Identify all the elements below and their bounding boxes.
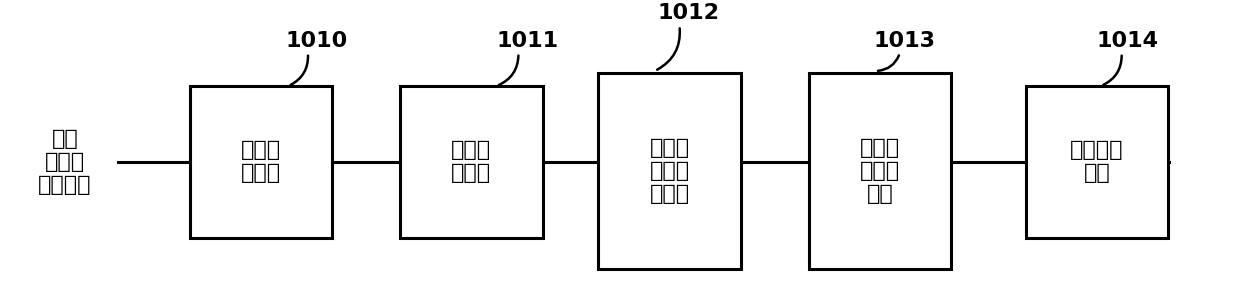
Text: 第一信
号处理
单元: 第一信 号处理 单元 [861,138,900,204]
Text: 符号映
射单元: 符号映 射单元 [451,140,491,184]
Text: 并串转换
单元: 并串转换 单元 [1070,140,1123,184]
Text: 第一复
共轭运
算单元: 第一复 共轭运 算单元 [650,138,689,204]
Text: 串并转
换单元: 串并转 换单元 [241,140,281,184]
Bar [190,86,332,238]
Text: 1013: 1013 [874,31,936,51]
Bar [599,73,740,269]
Text: 初始
二进制
信息序列: 初始 二进制 信息序列 [38,129,92,195]
Text: 1012: 1012 [657,3,719,23]
Bar [401,86,543,238]
Bar [808,73,951,269]
Text: 1010: 1010 [285,31,347,51]
Text: 1014: 1014 [1097,31,1159,51]
Bar [1025,86,1168,238]
Text: 1011: 1011 [496,31,558,51]
